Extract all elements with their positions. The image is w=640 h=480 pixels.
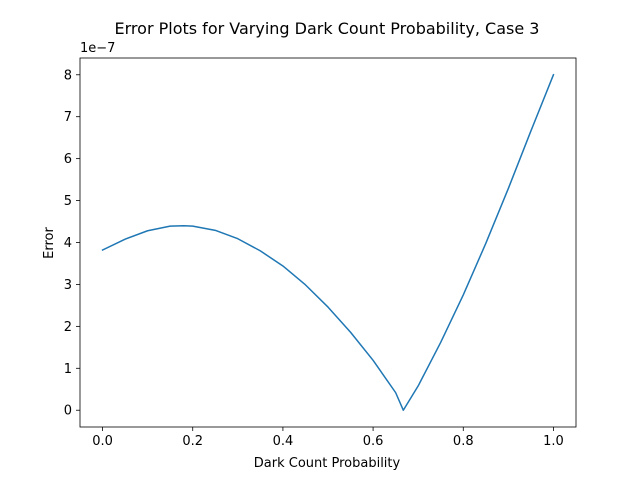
y-tick-label: 0 bbox=[64, 404, 72, 419]
y-tick-label: 1 bbox=[64, 362, 72, 377]
y-offset-label: 1e−7 bbox=[80, 41, 115, 56]
x-tick-label: 1.0 bbox=[543, 434, 564, 449]
y-tick-label: 8 bbox=[64, 68, 72, 83]
x-tick-label: 0.2 bbox=[182, 434, 203, 449]
x-tick-label: 0.4 bbox=[273, 434, 294, 449]
x-tick-label: 0.0 bbox=[92, 434, 113, 449]
x-tick-label: 0.8 bbox=[453, 434, 474, 449]
plot-area: 0.0 0.2 0.4 0.6 0.8 1.0 0 1 2 3 4 5 6 7 8 bbox=[64, 57, 577, 449]
series-line-0 bbox=[101, 73, 555, 411]
y-tick-label: 7 bbox=[64, 110, 72, 125]
y-tick-label: 4 bbox=[64, 236, 72, 251]
x-tick-label: 0.6 bbox=[363, 434, 384, 449]
plot-frame bbox=[79, 57, 577, 428]
y-axis-label: Error bbox=[42, 227, 57, 259]
y-tick-label: 2 bbox=[64, 320, 72, 335]
x-axis-label: Dark Count Probability bbox=[254, 456, 401, 471]
y-tick-label: 6 bbox=[64, 152, 72, 167]
y-tick-label: 3 bbox=[64, 278, 72, 293]
y-tick-label: 5 bbox=[64, 194, 72, 209]
chart-title: Error Plots for Varying Dark Count Proba… bbox=[115, 19, 540, 38]
